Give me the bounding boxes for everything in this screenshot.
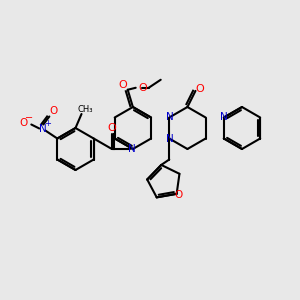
Text: N: N [167,134,174,143]
Text: N: N [220,112,228,122]
Text: N: N [128,144,136,154]
Text: O: O [138,83,147,93]
Text: O: O [195,84,204,94]
Text: N: N [167,112,174,122]
Text: O: O [49,106,57,116]
Text: N: N [39,124,47,134]
Text: O: O [19,118,27,128]
Text: CH₃: CH₃ [78,106,93,115]
Text: O: O [118,80,127,90]
Text: O: O [107,123,116,133]
Text: O: O [175,190,183,200]
Text: −: − [25,113,33,124]
Text: +: + [44,119,51,128]
